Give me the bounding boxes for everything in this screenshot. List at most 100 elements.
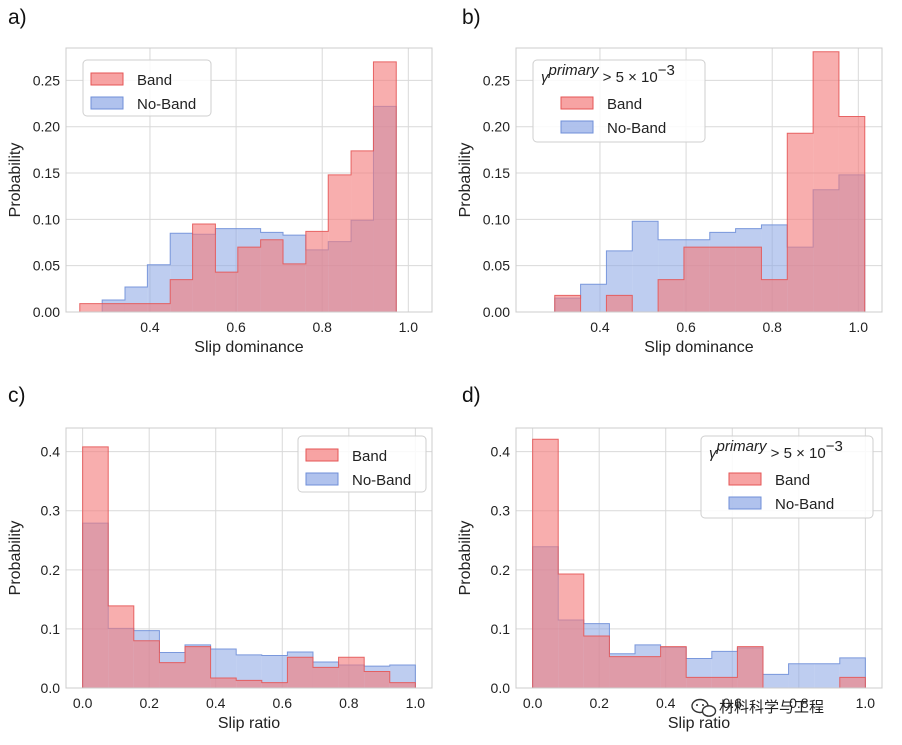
plot-frame <box>65 427 433 689</box>
no-band-bar <box>814 663 840 688</box>
band-bar <box>609 656 636 688</box>
y-axis-label: Probability <box>457 143 474 218</box>
legend-label: No-Band <box>352 472 411 489</box>
x-tick-label: 0.4 <box>206 695 226 711</box>
band-bar <box>312 667 339 688</box>
x-tick-label: 0.8 <box>789 695 809 711</box>
band-bar <box>147 303 171 312</box>
x-tick-label: 0.4 <box>590 319 610 335</box>
x-tick-label: 1.0 <box>406 695 426 711</box>
band-bar <box>185 646 211 688</box>
legend: γprimary > 5 × 10−3 Band No-Band <box>700 435 874 519</box>
x-axis-label: Slip dominance <box>644 339 754 356</box>
y-tick-label: 0.3 <box>41 503 61 519</box>
band-bar <box>260 239 284 312</box>
y-tick-label: 0.00 <box>33 304 60 320</box>
band-bar <box>108 605 134 688</box>
x-tick-label: 0.6 <box>226 319 246 335</box>
legend-swatch <box>560 96 594 110</box>
y-tick-label: 0.15 <box>33 165 60 181</box>
band-bar <box>532 439 559 688</box>
y-tick-label: 0.0 <box>41 680 61 696</box>
legend-swatch <box>305 448 339 462</box>
panel-label: a) <box>8 6 27 29</box>
panel-d: d) 0.0 0.2 0.4 0.6 0.8 1.0 0.0 0.1 0.2 0.3 0.4 Slip … <box>457 384 883 732</box>
y-axis-label: Probability <box>457 521 474 596</box>
y-tick-label: 0.00 <box>483 304 510 320</box>
y-tick-label: 0.05 <box>483 258 510 274</box>
legend-label: No-Band <box>775 496 834 513</box>
legend: Band No-Band <box>297 435 427 493</box>
panel-c: c) 0.0 0.2 0.4 0.6 0.8 1.0 0.0 0.1 0.2 0.3 0.4 Slip … <box>7 384 433 732</box>
y-tick-label: 0.2 <box>491 562 511 578</box>
band-bar <box>737 646 763 688</box>
legend: Band No-Band <box>82 59 212 117</box>
band-bar <box>635 656 661 688</box>
x-axis-label: Slip ratio <box>668 715 730 732</box>
band-outline <box>79 61 419 313</box>
x-tick-label: 1.0 <box>849 319 869 335</box>
watermark: 材料科学与工程 <box>691 698 824 717</box>
legend-swatch <box>90 72 124 86</box>
band-bar <box>735 247 762 312</box>
y-tick-label: 0.25 <box>483 72 510 88</box>
panel-label: b) <box>462 6 481 29</box>
band-bar <box>554 295 581 312</box>
no-band-bar <box>632 221 659 312</box>
y-tick-label: 0.4 <box>491 444 511 460</box>
band-bar <box>660 646 687 688</box>
x-tick-label: 0.0 <box>523 695 543 711</box>
band-bar <box>583 636 610 688</box>
panel-a: a) 0.4 0.6 0.8 1.0 0.00 0.05 0.10 0.15 0.20 0.25 Sl… <box>7 6 433 356</box>
x-tick-label: 0.4 <box>140 319 160 335</box>
band-bar <box>305 231 329 312</box>
x-tick-label: 0.6 <box>273 695 293 711</box>
y-tick-label: 0.20 <box>33 119 60 135</box>
no-band-bar <box>147 264 171 312</box>
no-band-bar <box>788 663 815 688</box>
y-axis-label: Probability <box>7 521 24 596</box>
band-bar <box>236 680 262 688</box>
band-bar <box>373 61 397 312</box>
y-tick-label: 0.10 <box>33 211 60 227</box>
y-tick-label: 0.25 <box>33 72 60 88</box>
x-tick-label: 1.0 <box>856 695 876 711</box>
band-bar <box>711 677 738 688</box>
band-bar <box>683 247 710 312</box>
legend-swatch <box>560 120 594 134</box>
band-bar <box>79 303 103 312</box>
legend-swatch <box>90 96 124 110</box>
x-tick-label: 0.6 <box>676 319 696 335</box>
band-bar <box>237 247 261 312</box>
y-tick-label: 0.15 <box>483 165 510 181</box>
y-tick-label: 0.1 <box>491 621 511 637</box>
band-bar <box>261 682 288 688</box>
band-bar <box>287 657 313 688</box>
legend-title: γprimary > 5 × 10−3 <box>541 62 675 86</box>
x-tick-label: 0.6 <box>723 695 743 711</box>
band-bar <box>159 662 186 688</box>
band-bar <box>389 682 416 688</box>
band-bar <box>351 150 374 312</box>
band-bar <box>813 51 839 312</box>
legend-title: γprimary > 5 × 10−3 <box>709 438 843 462</box>
legend-label: No-Band <box>607 120 666 137</box>
band-outline <box>82 446 416 688</box>
band-bar <box>192 224 216 312</box>
no-band-bar <box>580 284 607 312</box>
x-tick-label: 0.4 <box>656 695 676 711</box>
plot-frame <box>515 427 883 689</box>
y-tick-label: 0.0 <box>491 680 511 696</box>
y-axis-label: Probability <box>7 143 24 218</box>
band-bar <box>328 174 352 312</box>
legend-swatch <box>305 472 339 486</box>
legend-label: Band <box>137 72 172 89</box>
legend-label: No-Band <box>137 96 196 113</box>
legend-label: Band <box>352 448 387 465</box>
band-bar <box>82 446 109 688</box>
band-bar <box>658 279 684 312</box>
band-bar <box>686 677 712 688</box>
legend-swatch <box>728 496 762 510</box>
no-band-bar <box>762 674 789 688</box>
band-bar <box>787 133 814 312</box>
